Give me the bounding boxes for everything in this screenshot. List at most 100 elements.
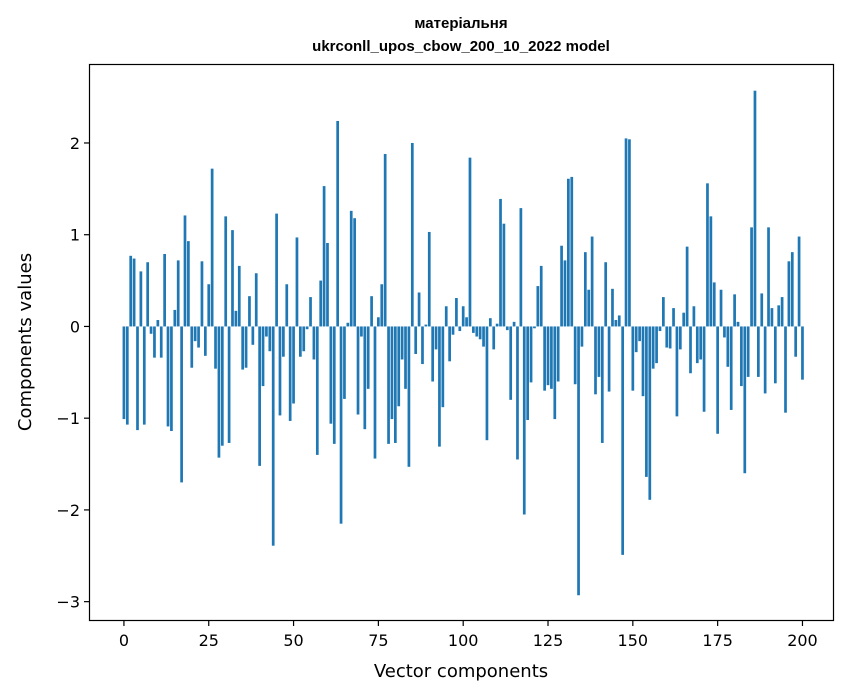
- bar: [360, 326, 363, 337]
- bar: [200, 261, 204, 327]
- bar: [404, 326, 407, 389]
- bar: [543, 326, 546, 391]
- bar: [672, 308, 675, 327]
- bar: [197, 326, 200, 348]
- bar: [682, 312, 686, 327]
- bar: [746, 326, 750, 377]
- bar: [410, 142, 414, 327]
- bar: [397, 326, 401, 407]
- bar: [801, 326, 804, 380]
- bar: [712, 282, 716, 327]
- bar: [261, 326, 265, 387]
- bar: [753, 90, 757, 327]
- bar: [444, 306, 448, 327]
- bar: [784, 326, 787, 413]
- y-tick-label: 2: [70, 134, 80, 153]
- bar: [763, 326, 767, 394]
- bar: [607, 326, 611, 392]
- bar: [777, 305, 781, 327]
- bar: [278, 326, 282, 416]
- bar: [668, 326, 672, 349]
- bar: [217, 326, 221, 458]
- bar: [129, 255, 133, 327]
- bar: [451, 326, 455, 335]
- bar: [628, 139, 631, 327]
- bar: [349, 210, 353, 327]
- bar: [159, 326, 163, 358]
- bar: [214, 326, 217, 369]
- bar: [305, 326, 309, 330]
- bar: [319, 280, 323, 327]
- bar: [689, 326, 692, 374]
- bar: [488, 318, 492, 327]
- bar: [173, 309, 177, 327]
- x-tick-label: 150: [618, 631, 649, 650]
- bar: [373, 326, 377, 459]
- chart-title: матеріальня: [414, 15, 507, 32]
- bar: [298, 326, 302, 357]
- y-axis-label: Components values: [15, 253, 36, 431]
- bar: [553, 326, 557, 420]
- bar: [794, 326, 798, 357]
- bar: [665, 326, 669, 348]
- bar: [631, 326, 635, 391]
- bar: [597, 326, 601, 377]
- bar: [393, 326, 397, 443]
- bar: [407, 326, 411, 467]
- bar: [583, 252, 587, 327]
- bar: [787, 261, 791, 327]
- bar: [695, 326, 699, 364]
- bar: [149, 326, 153, 334]
- bar: [414, 326, 418, 354]
- bar: [356, 326, 360, 415]
- bar: [258, 326, 261, 466]
- bar: [332, 326, 336, 444]
- bar: [509, 326, 513, 400]
- bar: [529, 326, 533, 383]
- bar: [590, 236, 594, 327]
- bar: [448, 326, 451, 362]
- x-tick-label: 175: [702, 631, 733, 650]
- bar: [339, 326, 343, 524]
- bar: [678, 326, 682, 350]
- bar: [434, 326, 438, 350]
- bar: [190, 326, 194, 368]
- bar: [655, 326, 658, 364]
- bar: [624, 138, 628, 327]
- bar: [556, 326, 560, 382]
- bar: [621, 326, 625, 555]
- bar: [282, 326, 285, 357]
- x-axis-label: Vector components: [374, 661, 548, 682]
- bar: [658, 326, 662, 332]
- bar: [387, 326, 390, 444]
- bar: [326, 242, 329, 327]
- bar: [187, 241, 190, 327]
- bar: [231, 230, 234, 327]
- bar: [604, 262, 608, 327]
- bar: [648, 326, 652, 500]
- x-tick-label: 200: [787, 631, 818, 650]
- bar: [288, 326, 292, 421]
- bar: [675, 326, 679, 417]
- bar: [546, 326, 550, 386]
- bar: [502, 223, 506, 327]
- bar: [346, 322, 350, 327]
- bar: [736, 321, 740, 327]
- x-tick-label: 100: [448, 631, 479, 650]
- bar: [634, 326, 638, 353]
- bar: [729, 326, 733, 410]
- bar: [458, 326, 462, 332]
- bar: [560, 245, 563, 327]
- y-tick-label: −3: [56, 593, 80, 612]
- bar: [567, 178, 570, 327]
- bar: [577, 326, 580, 596]
- bar: [370, 296, 373, 327]
- bar: [478, 326, 482, 340]
- bar: [139, 271, 143, 327]
- bar: [468, 157, 472, 327]
- bar: [315, 326, 319, 455]
- y-tick-label: −2: [56, 501, 80, 520]
- bar: [309, 297, 312, 327]
- bar: [600, 326, 604, 443]
- bar: [706, 183, 709, 327]
